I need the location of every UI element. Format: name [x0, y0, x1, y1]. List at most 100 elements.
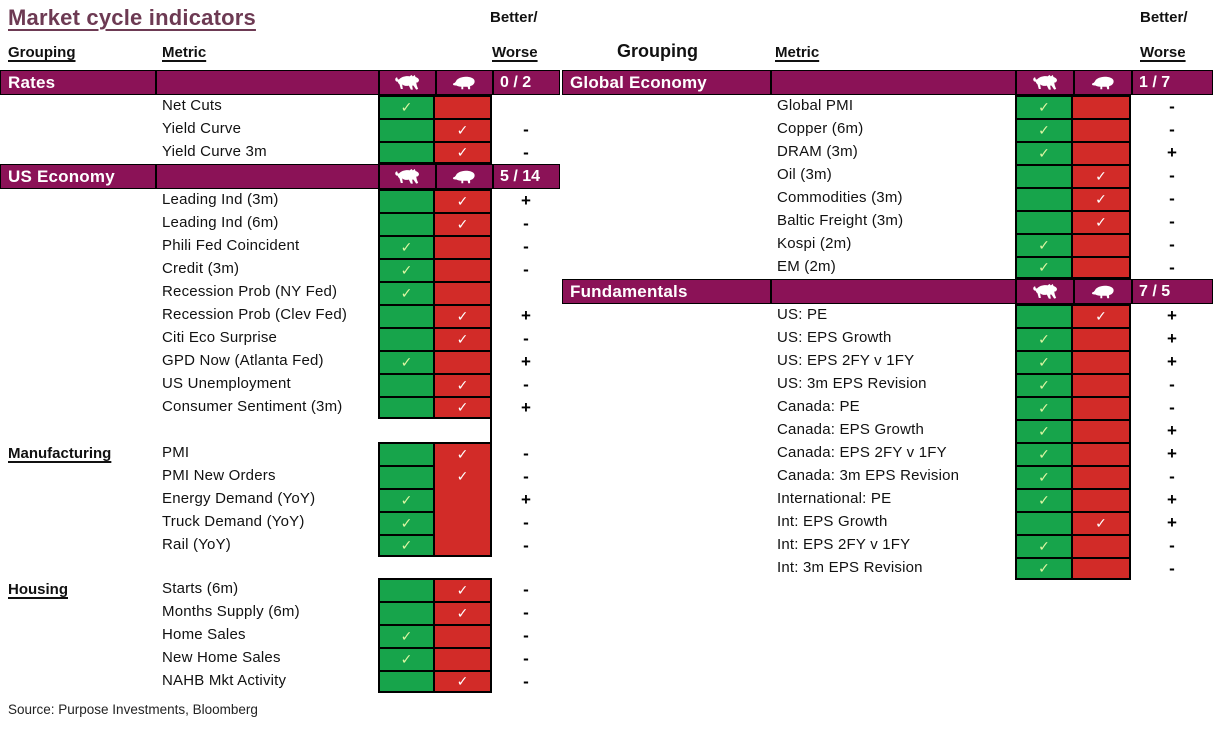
grouping-cell — [562, 442, 770, 465]
metric-label: PMI — [162, 444, 190, 461]
bull-cell: ✓ — [378, 488, 435, 511]
grouping-cell — [0, 465, 155, 488]
bear-cell — [435, 350, 492, 373]
table-row: US: EPS 2FY v 1FY ✓ + — [562, 350, 1213, 373]
bear-cell — [1073, 256, 1131, 279]
table-row: Consumer Sentiment (3m) ✓ + — [0, 396, 560, 419]
metric-label: Recession Prob (Clev Fed) — [162, 306, 348, 323]
source-note: Source: Purpose Investments, Bloomberg — [8, 702, 258, 717]
better-worse-value: - — [523, 466, 529, 486]
bear-cell — [1073, 557, 1131, 580]
grouping-cell — [0, 95, 155, 118]
section-header-bar: Global Economy 1 / 7 — [562, 70, 1213, 95]
bull-cell: ✓ — [378, 624, 435, 647]
check-icon: ✓ — [1038, 492, 1050, 509]
right-grouping-header: Grouping — [617, 41, 698, 61]
check-icon: ✓ — [1095, 515, 1107, 532]
metric-label: Kospi (2m) — [777, 235, 852, 252]
bear-cell: ✓ — [435, 373, 492, 396]
bull-cell: ✓ — [378, 647, 435, 670]
check-icon: ✓ — [1038, 560, 1050, 577]
bear-cell — [1073, 465, 1131, 488]
table-row: Canada: 3m EPS Revision ✓ - — [562, 465, 1213, 488]
grouping-cell — [0, 373, 155, 396]
check-icon: ✓ — [400, 354, 413, 371]
bull-cell: ✓ — [1015, 233, 1073, 256]
grouping-cell — [0, 212, 155, 235]
bear-cell — [435, 95, 492, 118]
bear-icon — [1073, 280, 1131, 303]
grouping-cell — [0, 396, 155, 419]
bull-cell — [1015, 210, 1073, 233]
metric-label: Starts (6m) — [162, 580, 239, 597]
bar-metric-spacer — [770, 280, 1015, 303]
bull-cell — [378, 141, 435, 164]
bull-cell — [1015, 187, 1073, 210]
grouping-cell: Manufacturing — [0, 442, 155, 465]
grouping-cell — [562, 233, 770, 256]
check-icon: ✓ — [1038, 400, 1050, 417]
better-worse-value: + — [1167, 420, 1177, 440]
metric-label: Rail (YoY) — [162, 536, 231, 553]
grouping-cell — [0, 670, 155, 693]
metric-label: Int: EPS 2FY v 1FY — [777, 536, 911, 553]
check-icon: ✓ — [1038, 122, 1050, 139]
bull-cell: ✓ — [1015, 256, 1073, 279]
right-metric-header: Metric — [775, 44, 820, 61]
bear-cell: ✓ — [435, 465, 492, 488]
better-worse-value: - — [1169, 558, 1175, 578]
check-icon: ✓ — [456, 468, 469, 485]
bear-cell: ✓ — [435, 141, 492, 164]
bear-cell — [1073, 419, 1131, 442]
bear-cell — [1073, 442, 1131, 465]
grouping-cell — [0, 258, 155, 281]
section-label: Manufacturing — [8, 445, 112, 462]
metric-label: US: EPS 2FY v 1FY — [777, 352, 915, 369]
section-gap — [0, 557, 560, 578]
check-icon: ✓ — [400, 262, 413, 279]
better-worse-value: - — [1169, 188, 1175, 208]
table-row: US Unemployment ✓ - — [0, 373, 560, 396]
bull-cell: ✓ — [378, 281, 435, 304]
better-worse-value: + — [1167, 351, 1177, 371]
metric-label: PMI New Orders — [162, 467, 276, 484]
bear-cell: ✓ — [435, 396, 492, 419]
table-row: GPD Now (Atlanta Fed) ✓ + — [0, 350, 560, 373]
better-worse-value: - — [523, 119, 529, 139]
better-worse-value: - — [523, 579, 529, 599]
bull-cell — [378, 465, 435, 488]
check-icon: ✓ — [400, 285, 413, 302]
metric-label: NAHB Mkt Activity — [162, 672, 287, 689]
better-worse-value: + — [521, 190, 531, 210]
grouping-cell — [0, 235, 155, 258]
bear-icon — [1073, 71, 1131, 94]
table-row: International: PE ✓ + — [562, 488, 1213, 511]
bear-cell: ✓ — [435, 578, 492, 601]
left-worse-header: Worse — [492, 44, 538, 61]
check-icon: ✓ — [1038, 145, 1050, 162]
table-row: NAHB Mkt Activity ✓ - — [0, 670, 560, 693]
check-icon: ✓ — [456, 144, 469, 161]
better-worse-value: - — [1169, 466, 1175, 486]
bear-icon — [435, 71, 492, 94]
grouping-cell — [0, 304, 155, 327]
better-worse-value: + — [1167, 305, 1177, 325]
left-table: Rates 0 / 2 Net Cuts ✓ Yield Curve ✓ - Yield Cu… — [0, 70, 560, 693]
bear-cell — [435, 235, 492, 258]
check-icon: ✓ — [1095, 168, 1107, 185]
bull-cell — [1015, 164, 1073, 187]
better-worse-value: + — [1167, 512, 1177, 532]
bull-icon — [1015, 71, 1073, 94]
bull-cell: ✓ — [1015, 442, 1073, 465]
check-icon: ✓ — [456, 193, 469, 210]
section-label: Rates — [8, 72, 56, 92]
metric-label: Leading Ind (3m) — [162, 191, 279, 208]
metric-label: Leading Ind (6m) — [162, 214, 279, 231]
bear-cell — [1073, 396, 1131, 419]
table-row: US: 3m EPS Revision ✓ - — [562, 373, 1213, 396]
metric-label: US: 3m EPS Revision — [777, 375, 927, 392]
better-worse-value: - — [523, 213, 529, 233]
check-icon: ✓ — [400, 628, 413, 645]
table-row: Credit (3m) ✓ - — [0, 258, 560, 281]
table-row: Int: EPS 2FY v 1FY ✓ - — [562, 534, 1213, 557]
